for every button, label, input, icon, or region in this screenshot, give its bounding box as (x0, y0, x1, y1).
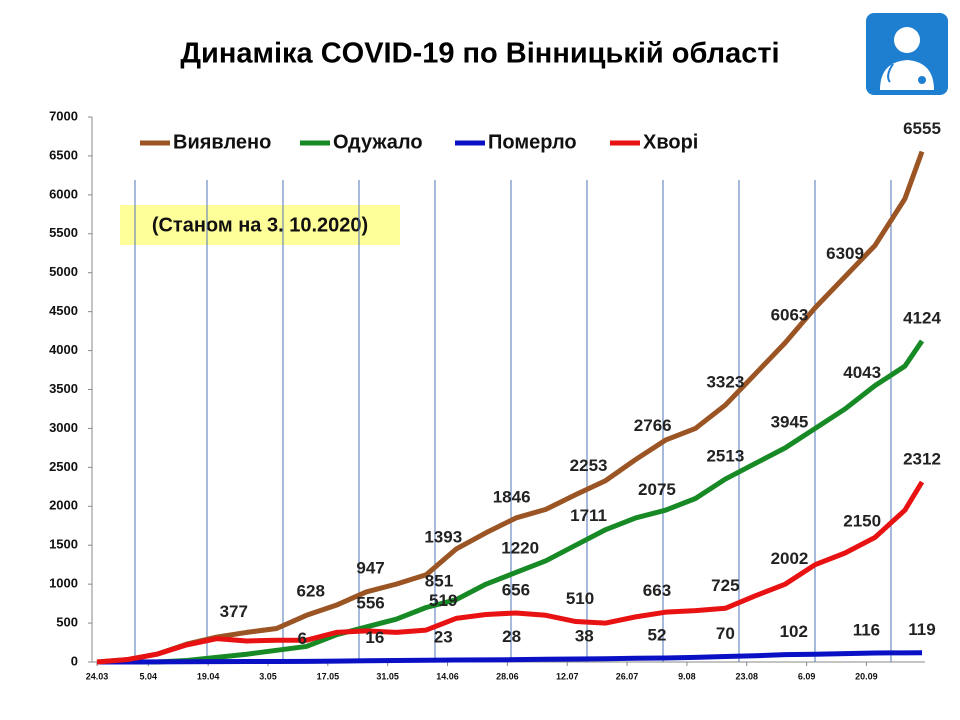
data-label: 4043 (843, 363, 881, 382)
legend-label: Померло (488, 131, 577, 153)
data-label: 2075 (638, 480, 676, 499)
y-tick-label: 4000 (49, 342, 78, 357)
data-label: 947 (356, 558, 384, 577)
series-line (96, 480, 925, 665)
data-label: 2513 (706, 447, 744, 466)
data-label: 16 (365, 628, 384, 647)
data-label: 663 (643, 581, 671, 600)
y-tick-label: 2000 (49, 498, 78, 513)
data-label: 377 (220, 602, 248, 621)
data-label: 23 (434, 628, 453, 647)
data-label: 102 (780, 622, 808, 641)
x-tick-label: 28.06 (496, 671, 519, 681)
data-label: 3323 (706, 373, 744, 392)
y-tick-label: 6500 (49, 147, 78, 162)
y-tick-label: 500 (56, 615, 78, 630)
x-tick-label: 3.05 (259, 671, 277, 681)
y-tick-label: 3000 (49, 420, 78, 435)
data-label: 28 (502, 627, 521, 646)
data-label: 519 (429, 591, 457, 610)
y-tick-label: 6000 (49, 186, 78, 201)
legend-label: Одужало (333, 131, 423, 153)
data-label: 2766 (634, 416, 672, 435)
series-line (97, 339, 925, 665)
y-tick-label: 7000 (49, 108, 78, 123)
x-tick-label: 31.05 (376, 671, 399, 681)
x-tick-label: 24.03 (86, 671, 109, 681)
data-label: 6 (297, 629, 306, 648)
y-tick-label: 1000 (49, 576, 78, 591)
doctor-icon (866, 13, 948, 95)
series-line (96, 150, 925, 665)
x-tick-label: 19.04 (197, 671, 220, 681)
data-label: 52 (648, 626, 667, 645)
data-label: 556 (356, 593, 384, 612)
note-box (120, 205, 400, 245)
data-label: 70 (716, 624, 735, 643)
data-label: 1711 (570, 506, 607, 525)
x-tick-label: 14.06 (436, 671, 459, 681)
data-label: 2150 (843, 512, 881, 531)
data-label: 6063 (771, 305, 809, 324)
data-label: 3945 (771, 413, 809, 432)
data-label: 725 (711, 576, 739, 595)
data-label: 510 (566, 589, 594, 608)
y-tick-label: 4500 (49, 303, 78, 318)
data-label: 6309 (826, 244, 864, 263)
data-label: 2002 (771, 549, 809, 568)
data-label: 119 (908, 620, 935, 639)
data-label: 38 (575, 626, 594, 645)
data-label: 116 (853, 621, 880, 640)
data-label: 1220 (501, 538, 539, 557)
chart-title: Динаміка COVID-19 по Вінницькій області (180, 38, 779, 70)
data-label: 628 (297, 581, 325, 600)
y-tick-label: 5500 (49, 225, 78, 240)
y-tick-label: 1500 (49, 537, 78, 552)
y-tick-label: 5000 (49, 264, 78, 279)
x-tick-label: 23.08 (735, 671, 758, 681)
data-label: 6555 (903, 119, 941, 138)
x-tick-label: 20.09 (855, 671, 878, 681)
x-tick-label: 26.07 (616, 671, 639, 681)
x-tick-label: 17.05 (317, 671, 340, 681)
y-tick-label: 0 (71, 653, 78, 668)
data-label: 2253 (570, 456, 608, 475)
legend-label: Виявлено (173, 131, 271, 153)
data-label: 2312 (903, 449, 941, 468)
data-label: 1393 (424, 528, 462, 547)
x-tick-label: 5.04 (140, 671, 158, 681)
x-tick-label: 12.07 (556, 671, 579, 681)
series-line (97, 650, 923, 665)
y-tick-label: 3500 (49, 381, 78, 396)
data-label: 4124 (903, 308, 941, 327)
x-tick-label: 6.09 (798, 671, 816, 681)
data-label: 851 (425, 572, 453, 591)
data-label: 656 (502, 580, 530, 599)
legend-label: Хворі (643, 131, 698, 153)
x-tick-label: 9.08 (678, 671, 696, 681)
note: (Станом на 3. 10.2020) (152, 214, 368, 236)
y-tick-label: 2500 (49, 459, 78, 474)
data-label: 1846 (493, 488, 531, 507)
vertical-guides (134, 180, 892, 662)
